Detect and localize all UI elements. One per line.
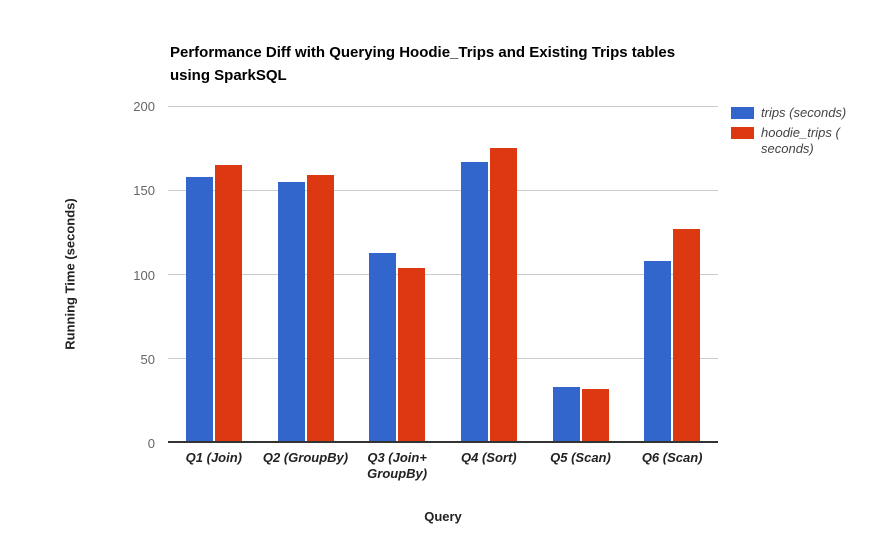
- chart-title-line1: Performance Diff with Querying Hoodie_Tr…: [170, 44, 676, 61]
- x-category-label: Q3 (Join+ GroupBy): [367, 450, 428, 481]
- chart-title: Performance Diff with Querying Hoodie_Tr…: [170, 41, 810, 87]
- bar-hoodie-trips: [581, 389, 609, 441]
- legend: trips (seconds) hoodie_trips ( seconds): [731, 105, 846, 161]
- y-tick-label: 0: [147, 436, 155, 451]
- legend-label-trips: trips (seconds): [761, 105, 847, 120]
- bar-hoodie-trips: [398, 267, 426, 441]
- y-tick-label: 150: [133, 183, 155, 199]
- y-tick-label: 200: [133, 99, 155, 114]
- bar-trips: [369, 252, 397, 441]
- legend-item-hoodie-trips: hoodie_trips ( seconds): [731, 125, 846, 157]
- gridline: [168, 189, 718, 191]
- x-category-label: Q5 (Scan): [550, 450, 611, 465]
- x-category-label: Q4 (Sort): [461, 450, 517, 465]
- x-axis-title: Query: [424, 509, 462, 524]
- gridline: [168, 358, 718, 360]
- bar-trips: [460, 161, 488, 441]
- gridline: [168, 274, 718, 275]
- bar-hoodie-trips: [306, 175, 334, 441]
- bar-trips: [552, 387, 580, 441]
- legend-item-trips: trips (seconds): [731, 105, 846, 121]
- chart-title-line2: using SparkSQL: [170, 67, 287, 84]
- x-category-label: Q6 (Scan): [641, 450, 703, 465]
- legend-swatch-hoodie-trips-icon: [731, 127, 754, 139]
- x-category-label: Q2 (GroupBy): [262, 450, 349, 465]
- bar-hoodie-trips: [489, 148, 517, 441]
- bar-trips: [277, 181, 305, 441]
- gridline: [168, 105, 718, 107]
- bar-hoodie-trips: [673, 229, 701, 441]
- legend-swatch-trips-icon: [731, 107, 754, 119]
- y-axis-title: Running Time (seconds): [62, 198, 78, 350]
- y-tick-label: 50: [140, 351, 155, 367]
- bar-trips: [644, 261, 672, 441]
- y-tick-label: 100: [133, 267, 155, 283]
- bar-trips: [185, 176, 213, 441]
- x-category-label: Q1 (Join): [185, 450, 242, 465]
- plot-area: [168, 105, 718, 443]
- x-axis-line: [168, 441, 718, 443]
- legend-label-hoodie-trips: hoodie_trips ( seconds): [761, 125, 840, 156]
- bar-hoodie-trips: [214, 164, 242, 441]
